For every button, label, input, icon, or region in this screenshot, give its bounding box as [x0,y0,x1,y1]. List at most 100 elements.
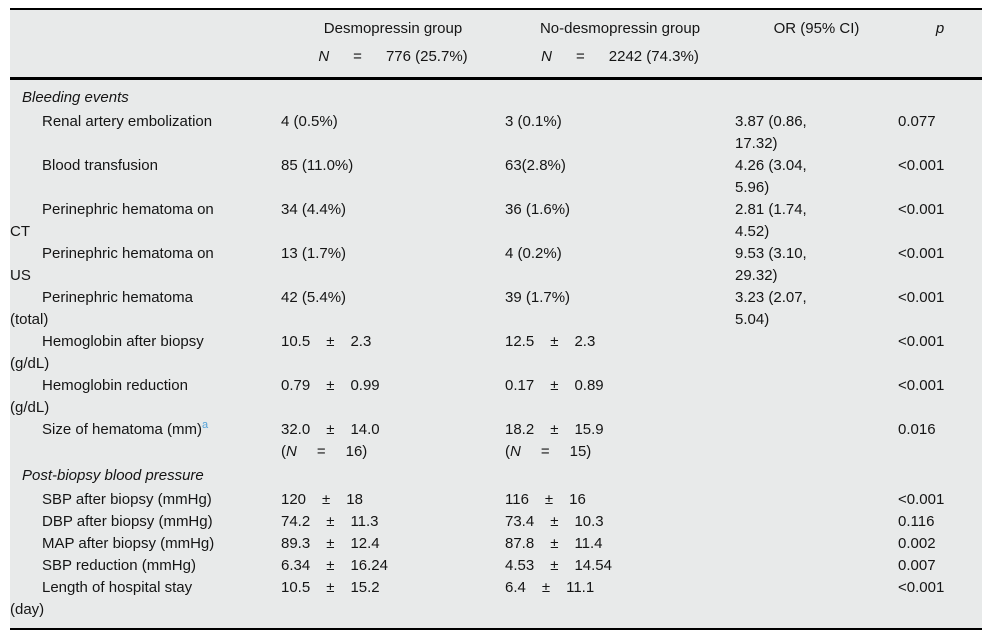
table-row-perinephric-hematoma-us: Perinephric hematoma on US 13 (1.7%) 4 (… [10,243,982,287]
table-row-sbp-reduction: SBP reduction (mmHg) 6.34 ±16.24 4.53 ±14.… [10,555,982,577]
p-value: <0.001 [898,157,945,174]
col-header-desmopressin: Desmopressin group N = 776 (25.7%) [281,18,505,68]
no-desmopressin-value: 39 (1.7%) [505,289,571,306]
desmopressin-value: 120 ±18 [281,489,505,511]
p-value: <0.001 [898,245,945,262]
plus-minus-symbol: ± [550,513,559,530]
no-desmopressin-group-n: N = 2242 (74.3%) [541,48,699,65]
col-header-or-ci: OR (95% CI) [773,20,860,37]
or-value: 3.23 (2.07, 5.04) [735,289,807,328]
row-label: Size of hematoma (mm)a [42,419,209,439]
table-row-blood-transfusion: Blood transfusion 85 (11.0%) 63(2.8%) 4.… [10,155,982,199]
plus-minus-symbol: ± [326,421,335,438]
desmopressin-value: 42 (5.4%) [281,289,347,306]
header-separator-rule [10,77,982,80]
no-desmopressin-value: 3 (0.1%) [505,113,562,130]
no-desmopressin-value: 36 (1.6%) [505,201,571,218]
or-value: 4.26 (3.04, 5.96) [735,157,807,196]
no-desmopressin-value: 116 ±16 [505,489,735,511]
col-header-p: p [935,20,945,37]
plus-minus-symbol: ± [326,513,335,530]
desmopressin-value: 32.0 ±14.0 (N = 16) [281,419,505,463]
col-header-no-desmopressin: No-desmopressin group N = 2242 (74.3%) [505,18,735,68]
plus-minus-symbol: ± [550,557,559,574]
row-label: SBP reduction (mmHg) [42,557,196,574]
p-value: 0.077 [898,113,936,130]
no-desmopressin-value: 0.17 ±0.89 [505,375,735,397]
p-value: 0.007 [898,557,936,574]
section-row-post-biopsy-blood-pressure: Post-biopsy blood pressure [10,463,982,489]
p-value: <0.001 [898,333,945,350]
plus-minus-symbol: ± [550,377,559,394]
or-value: 3.87 (0.86, 17.32) [735,113,807,152]
section-row-bleeding-events: Bleeding events [10,85,982,111]
table-row-hemoglobin-after-biopsy: Hemoglobin after biopsy (g/dL) 10.5 ±2.3 … [10,331,982,375]
desmopressin-value: 4 (0.5%) [281,113,338,130]
no-desmopressin-value: 18.2 ±15.9 (N = 15) [505,419,735,463]
section-label: Post-biopsy blood pressure [22,467,204,484]
p-value: 0.116 [898,513,935,530]
table-row-length-of-hospital-stay: Length of hospital stay (day) 10.5 ±15.2 … [10,577,982,621]
table-row-dbp-after-biopsy: DBP after biopsy (mmHg) 74.2 ±11.3 73.4 ±1… [10,511,982,533]
desmopressin-value: 10.5 ±2.3 [281,331,505,353]
plus-minus-symbol: ± [326,333,335,350]
row-label: SBP after biopsy (mmHg) [42,491,212,508]
footnote-a-link[interactable]: a [202,419,209,431]
table-row-renal-artery-embolization: Renal artery embolization 4 (0.5%) 3 (0.… [10,111,982,155]
table-row-perinephric-hematoma-ct: Perinephric hematoma on CT 34 (4.4%) 36 … [10,199,982,243]
plus-minus-symbol: ± [550,333,559,350]
results-table: Desmopressin group N = 776 (25.7%) No-desm… [10,8,982,630]
p-value: <0.001 [898,491,945,508]
row-label: Perinephric hematoma (total) [10,289,193,328]
desmopressin-value: 89.3 ±12.4 [281,533,505,555]
table-row-perinephric-hematoma-total: Perinephric hematoma (total) 42 (5.4%) 3… [10,287,982,331]
row-label: MAP after biopsy (mmHg) [42,535,215,552]
no-desmopressin-value: 12.5 ±2.3 [505,331,735,353]
p-value: 0.002 [898,535,936,552]
p-value: <0.001 [898,289,945,306]
row-label: Hemoglobin reduction (g/dL) [10,377,188,416]
plus-minus-symbol: ± [550,421,559,438]
section-label: Bleeding events [22,89,129,106]
or-value: 2.81 (1.74, 4.52) [735,201,807,240]
row-label: Blood transfusion [42,157,158,174]
desmopressin-value: 13 (1.7%) [281,245,347,262]
p-value: <0.001 [898,579,945,596]
no-desmopressin-subgroup-n: (N = 15) [505,443,592,460]
row-label: Hemoglobin after biopsy (g/dL) [10,333,204,372]
desmopressin-value: 34 (4.4%) [281,201,347,218]
no-desmopressin-value: 4 (0.2%) [505,245,562,262]
plus-minus-symbol: ± [544,491,554,508]
plus-minus-symbol: ± [541,579,551,596]
desmopressin-value: 10.5 ±15.2 [281,577,505,599]
row-label: Perinephric hematoma on US [10,245,214,284]
p-value: <0.001 [898,377,945,394]
row-label: Perinephric hematoma on CT [10,201,214,240]
table-body: Bleeding events Renal artery embolizatio… [10,80,982,628]
plus-minus-symbol: ± [326,535,335,552]
no-desmopressin-value: 6.4 ±11.1 [505,577,735,599]
desmopressin-value: 85 (11.0%) [281,157,354,174]
plus-minus-symbol: ± [550,535,559,552]
no-desmopressin-group-title: No-desmopressin group [539,20,701,37]
no-desmopressin-value: 4.53 ±14.54 [505,555,735,577]
table-row-sbp-after-biopsy: SBP after biopsy (mmHg) 120 ±18 116 ±16 <0… [10,489,982,511]
table-row-size-of-hematoma: Size of hematoma (mm)a 32.0 ±14.0 (N = 16) … [10,419,982,463]
p-value: <0.001 [898,201,945,218]
desmopressin-value: 74.2 ±11.3 [281,511,505,533]
no-desmopressin-value: 73.4 ±10.3 [505,511,735,533]
row-label: Length of hospital stay (day) [10,579,193,618]
table-row-map-after-biopsy: MAP after biopsy (mmHg) 89.3 ±12.4 87.8 ±1… [10,533,982,555]
p-value: 0.016 [898,421,936,438]
desmopressin-group-title: Desmopressin group [323,20,463,37]
table-row-hemoglobin-reduction: Hemoglobin reduction (g/dL) 0.79 ±0.99 0.… [10,375,982,419]
plus-minus-symbol: ± [326,377,335,394]
plus-minus-symbol: ± [322,491,331,508]
or-value: 9.53 (3.10, 29.32) [735,245,807,284]
desmopressin-group-n: N = 776 (25.7%) [318,48,468,65]
no-desmopressin-value: 63(2.8%) [505,157,566,174]
desmopressin-value: 0.79 ±0.99 [281,375,505,397]
row-label: DBP after biopsy (mmHg) [42,513,213,530]
plus-minus-symbol: ± [326,557,335,574]
no-desmopressin-value: 87.8 ±11.4 [505,533,735,555]
